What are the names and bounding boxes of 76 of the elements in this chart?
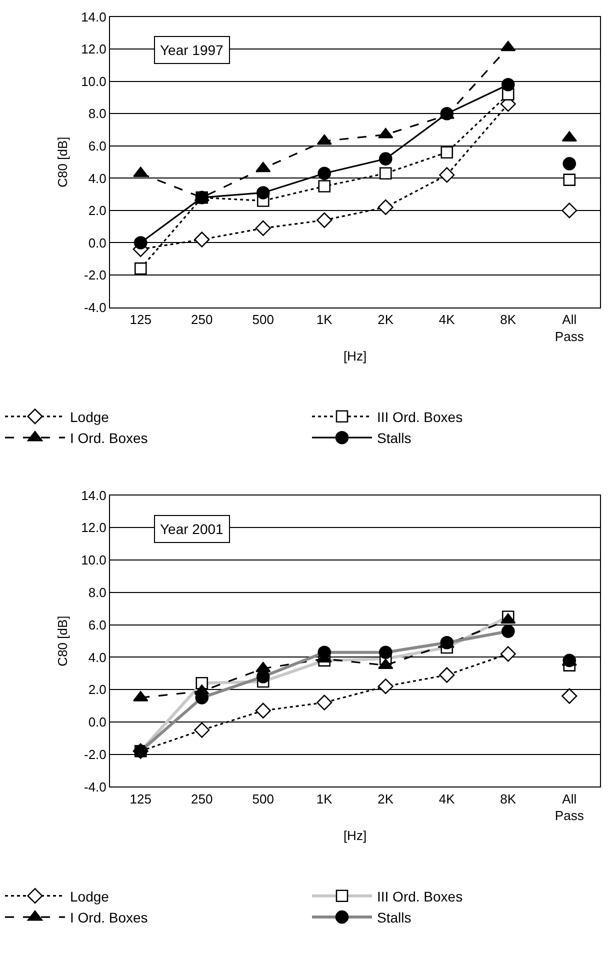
x-tick-label: All Pass: [554, 312, 584, 344]
y-tick-label: 6.0: [88, 138, 106, 154]
point: [378, 678, 394, 694]
point: [133, 166, 148, 178]
y-tick-label: 14.0: [81, 488, 106, 503]
x-tick-label: 125: [130, 791, 152, 806]
point: [134, 236, 148, 250]
x-tick-label: 2K: [378, 791, 394, 806]
x-tick-label: 8K: [500, 791, 516, 806]
point: [500, 613, 516, 624]
y-tick-label: 14.0: [81, 9, 106, 24]
y-tick-label: 6.0: [88, 617, 106, 632]
point: [378, 128, 394, 138]
legend-label: I Ord. Boxes: [70, 910, 148, 926]
annotation: Year 1997: [160, 42, 224, 58]
point: [501, 78, 515, 92]
legend-label: Stalls: [377, 910, 412, 926]
point: [378, 199, 394, 216]
y-tick-label: 2.0: [88, 203, 106, 218]
x-tick-label: 4K: [438, 791, 456, 806]
point: [256, 186, 270, 200]
annotation: Year 2001: [160, 521, 224, 537]
legend-label: I Ord. Boxes: [70, 430, 148, 446]
point: [318, 180, 331, 192]
point: [439, 667, 455, 683]
y-tick-label: -2.0: [84, 268, 106, 283]
x-axis-title: [Hz]: [343, 348, 367, 364]
y-axis-title: C80 [dB]: [55, 136, 70, 188]
y-tick-label: -4.0: [84, 300, 106, 315]
x-tick-label: 250: [191, 312, 213, 327]
y-tick-label: 8.0: [88, 106, 106, 122]
point: [255, 220, 271, 236]
point: [194, 232, 210, 248]
y-axis-title: C80 [dB]: [55, 616, 70, 666]
x-tick-label: 500: [252, 312, 274, 327]
x-tick-label: 1K: [316, 791, 333, 806]
legend-label: Stalls: [377, 430, 412, 446]
y-tick-label: -4.0: [84, 779, 106, 794]
y-tick-label: 2.0: [88, 682, 106, 698]
legend-label: III Ord. Boxes: [377, 888, 463, 904]
x-tick-label: 2K: [378, 312, 394, 327]
legend-label: Lodge: [70, 408, 110, 425]
point: [439, 167, 455, 183]
point: [134, 262, 147, 275]
x-tick-label: All Pass: [554, 791, 584, 824]
point: [379, 167, 392, 180]
point: [255, 702, 271, 718]
point: [500, 646, 516, 662]
y-tick-label: 12.0: [81, 520, 106, 536]
y-tick-label: 8.0: [88, 584, 106, 600]
y-tick-label: 4.0: [88, 650, 106, 665]
y-tick-label: 0.0: [88, 714, 106, 730]
legend-label: Lodge: [70, 888, 110, 904]
y-tick-label: 0.0: [88, 235, 106, 250]
point: [256, 162, 271, 172]
x-tick-label: 8K: [500, 312, 516, 327]
y-tick-label: -2.0: [84, 746, 106, 762]
point: [378, 152, 392, 166]
y-tick-label: 12.0: [81, 42, 106, 57]
y-tick-label: 10.0: [81, 74, 106, 89]
x-tick-label: 125: [130, 312, 152, 327]
x-tick-label: 4K: [438, 312, 456, 327]
y-tick-label: 10.0: [81, 552, 106, 568]
point: [316, 212, 332, 228]
x-tick-label: 500: [252, 791, 274, 806]
point: [194, 722, 210, 738]
point: [316, 134, 332, 145]
point: [316, 694, 332, 710]
x-tick-label: 1K: [316, 312, 333, 327]
point: [500, 40, 516, 52]
point: [318, 166, 332, 180]
x-axis-title: [Hz]: [343, 828, 367, 843]
point: [440, 146, 454, 159]
x-tick-label: 250: [191, 791, 213, 806]
y-tick-label: 4.0: [88, 170, 106, 186]
legend-label: III Ord. Boxes: [377, 408, 463, 425]
